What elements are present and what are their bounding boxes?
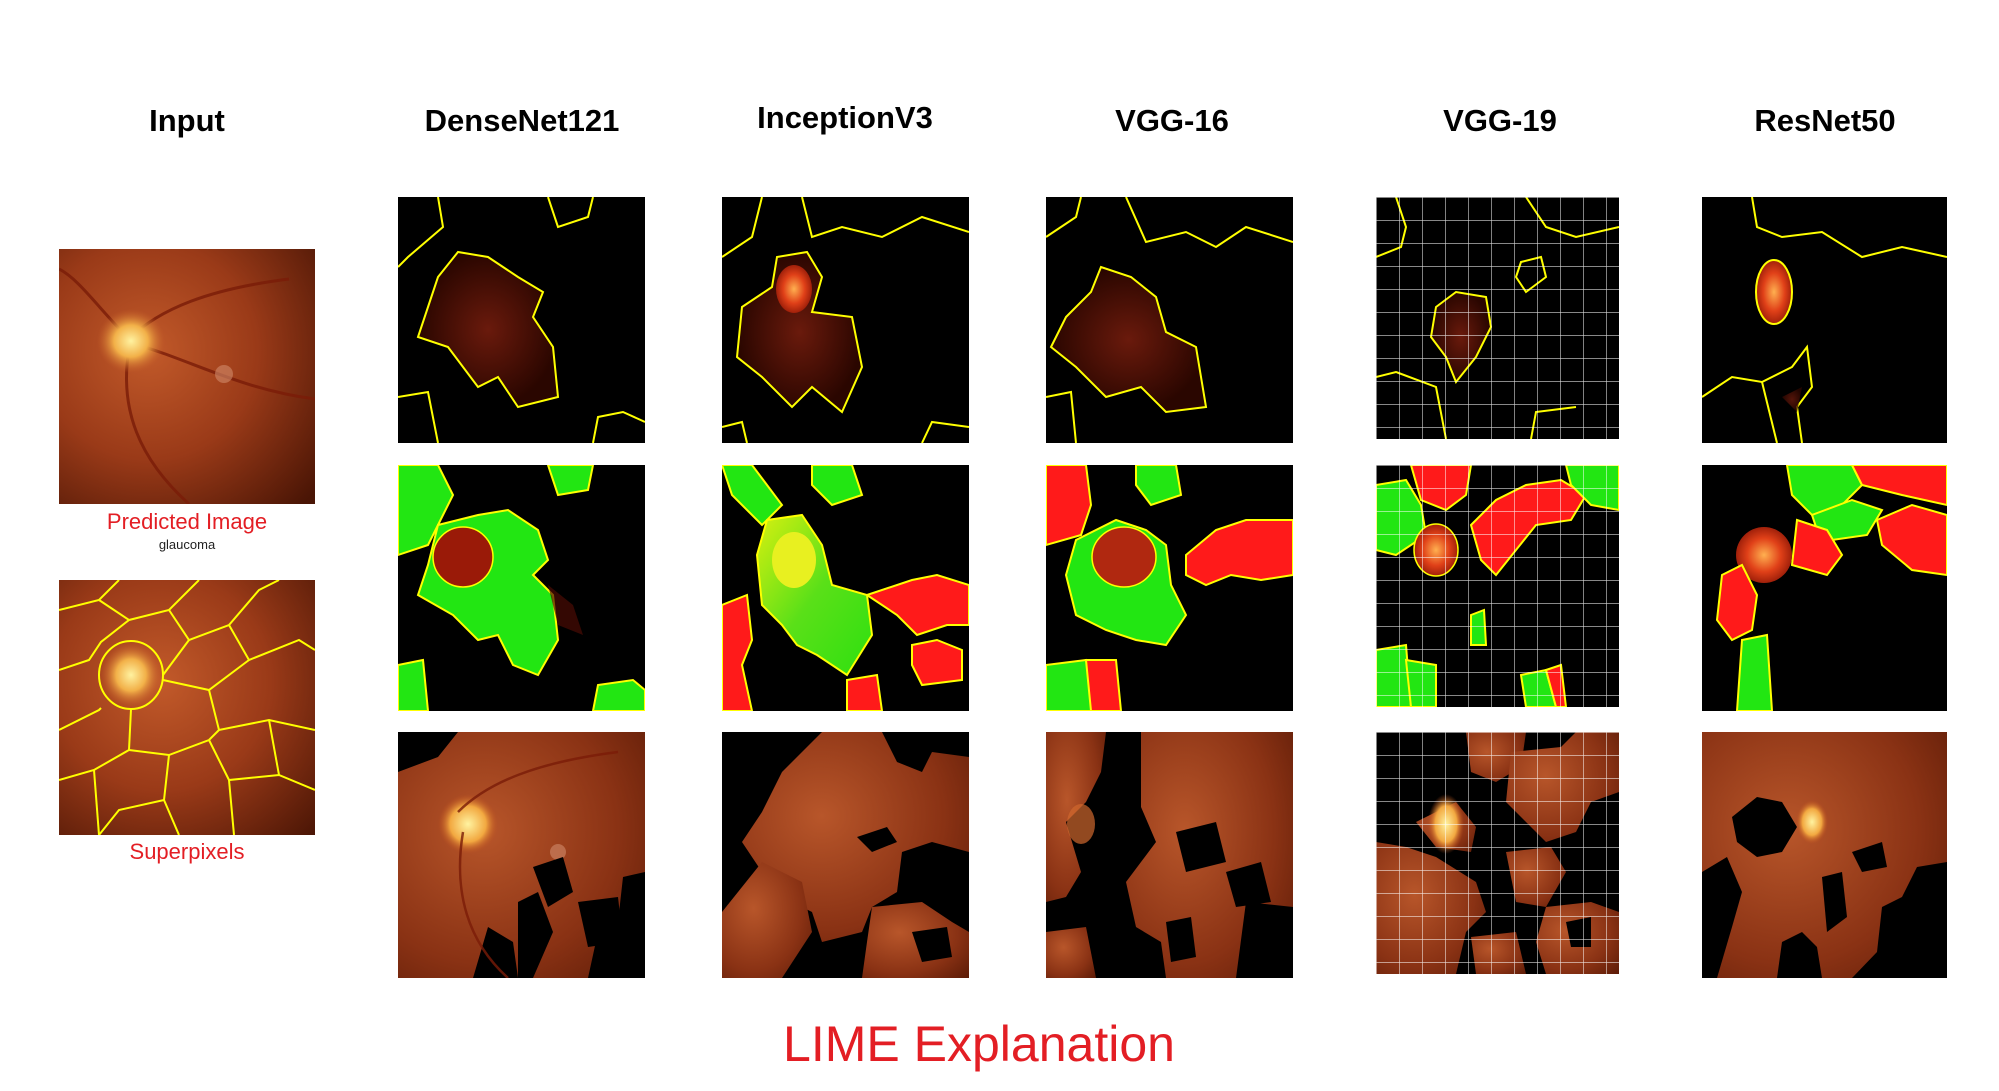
superpixels-label: Superpixels [129, 839, 245, 864]
resnet50-boundary-panel [1702, 197, 1947, 443]
vgg16-boundary-panel [1046, 197, 1293, 443]
densenet121-heatmap-panel [398, 465, 645, 711]
superpixels-image [59, 580, 315, 835]
column-title-inceptionv3: InceptionV3 [757, 100, 933, 135]
prediction-text: glaucoma [158, 537, 216, 552]
vgg19-heatmap-panel [1376, 465, 1619, 707]
lime-explanation-title: LIME Explanation [783, 1016, 1175, 1072]
inceptionv3-boundary-panel [722, 197, 969, 443]
column-title-input: Input [149, 103, 225, 138]
densenet121-boundary-panel [398, 197, 645, 443]
vgg16-heatmap-panel [1046, 465, 1293, 711]
resnet50-heatmap-panel [1702, 465, 1947, 711]
predicted-image-label: Predicted Image [106, 509, 268, 534]
vgg16-overlay-panel [1046, 732, 1293, 978]
resnet50-overlay-panel [1702, 732, 1947, 978]
column-title-resnet50: ResNet50 [1754, 103, 1896, 138]
vgg19-boundary-panel [1376, 197, 1619, 439]
column-title-vgg19: VGG-19 [1443, 103, 1557, 138]
column-title-vgg16: VGG-16 [1115, 103, 1229, 138]
densenet121-overlay-panel [398, 732, 645, 978]
input-fundus-image [59, 249, 315, 504]
column-title-densenet121: DenseNet121 [424, 103, 620, 138]
inceptionv3-overlay-panel [722, 732, 969, 978]
vgg19-overlay-panel [1376, 732, 1619, 974]
inceptionv3-heatmap-panel [722, 465, 969, 711]
